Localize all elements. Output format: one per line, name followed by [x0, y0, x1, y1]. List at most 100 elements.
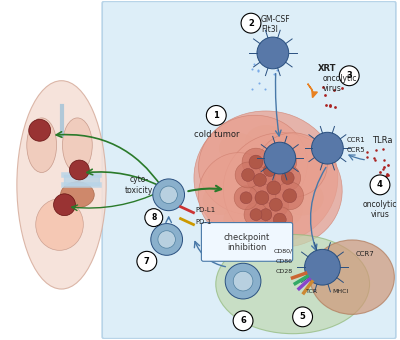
Circle shape	[312, 132, 343, 164]
Text: CD86: CD86	[276, 259, 293, 264]
Circle shape	[225, 263, 261, 299]
Circle shape	[242, 148, 270, 176]
Text: Flt3l: Flt3l	[261, 24, 278, 34]
Text: cyto-
toxicity: cyto- toxicity	[125, 175, 153, 194]
Text: TCR: TCR	[306, 289, 318, 293]
Circle shape	[240, 192, 252, 204]
Circle shape	[160, 186, 177, 204]
Circle shape	[276, 182, 304, 210]
Ellipse shape	[263, 192, 302, 227]
Text: CD28: CD28	[276, 269, 293, 274]
Circle shape	[293, 307, 312, 327]
Circle shape	[273, 213, 286, 226]
Text: oncolytic: oncolytic	[363, 200, 397, 209]
Ellipse shape	[62, 118, 92, 172]
Polygon shape	[308, 84, 317, 98]
Circle shape	[249, 155, 263, 169]
Circle shape	[281, 171, 294, 184]
Ellipse shape	[219, 133, 257, 163]
Ellipse shape	[287, 154, 324, 186]
Text: virus: virus	[322, 84, 341, 93]
Text: 5: 5	[300, 312, 306, 321]
Text: oncolytic: oncolytic	[322, 74, 357, 83]
Ellipse shape	[282, 181, 324, 215]
Text: PD-1: PD-1	[196, 219, 212, 225]
Ellipse shape	[208, 158, 248, 192]
Ellipse shape	[245, 125, 287, 159]
Circle shape	[339, 66, 359, 86]
Circle shape	[234, 186, 258, 210]
Text: checkpoint
inhibition: checkpoint inhibition	[224, 233, 270, 252]
Circle shape	[260, 209, 272, 221]
Circle shape	[206, 105, 226, 125]
Circle shape	[267, 181, 281, 195]
Ellipse shape	[17, 81, 106, 289]
Circle shape	[283, 189, 297, 203]
Circle shape	[233, 311, 253, 331]
Text: CCR1: CCR1	[346, 137, 365, 143]
Ellipse shape	[194, 111, 338, 245]
Text: 3: 3	[346, 71, 352, 80]
Circle shape	[257, 37, 289, 69]
FancyBboxPatch shape	[201, 223, 293, 261]
Circle shape	[247, 167, 273, 193]
Text: virus: virus	[370, 210, 390, 219]
Text: cold tumor: cold tumor	[194, 130, 239, 139]
Circle shape	[275, 165, 301, 191]
Circle shape	[248, 184, 276, 212]
Text: 1: 1	[213, 111, 219, 120]
Ellipse shape	[198, 153, 278, 237]
Circle shape	[263, 192, 289, 218]
Ellipse shape	[274, 132, 312, 164]
Text: CCR7: CCR7	[355, 251, 374, 257]
Ellipse shape	[27, 118, 56, 172]
Circle shape	[29, 119, 50, 141]
Text: 8: 8	[151, 213, 156, 222]
Circle shape	[250, 209, 262, 221]
Ellipse shape	[310, 240, 394, 314]
Text: TLRa: TLRa	[372, 136, 392, 145]
Text: 2: 2	[248, 19, 254, 28]
Circle shape	[137, 251, 157, 271]
Text: CCR5: CCR5	[346, 147, 365, 153]
Circle shape	[370, 175, 390, 195]
Circle shape	[254, 203, 278, 226]
Circle shape	[233, 271, 253, 291]
Ellipse shape	[216, 235, 370, 334]
Circle shape	[70, 160, 89, 180]
Ellipse shape	[224, 201, 268, 238]
Circle shape	[267, 207, 293, 233]
Text: XRT: XRT	[318, 64, 336, 73]
Text: CD80/: CD80/	[274, 249, 293, 254]
Circle shape	[145, 209, 163, 226]
Circle shape	[254, 173, 266, 186]
Text: 4: 4	[377, 181, 383, 189]
Circle shape	[158, 231, 176, 248]
Ellipse shape	[60, 182, 94, 208]
Circle shape	[244, 203, 268, 226]
Circle shape	[264, 164, 276, 176]
Circle shape	[276, 155, 290, 169]
Circle shape	[257, 157, 283, 183]
Ellipse shape	[36, 199, 83, 250]
Circle shape	[269, 148, 297, 176]
Circle shape	[242, 169, 254, 182]
Text: 7: 7	[144, 257, 150, 266]
Circle shape	[304, 249, 340, 285]
Text: MHCI: MHCI	[332, 289, 349, 293]
Circle shape	[255, 191, 269, 205]
Circle shape	[269, 198, 282, 211]
Circle shape	[235, 162, 261, 188]
Ellipse shape	[258, 133, 327, 197]
Circle shape	[54, 194, 75, 216]
Text: GM-CSF: GM-CSF	[261, 15, 290, 24]
Text: 6: 6	[240, 316, 246, 325]
Circle shape	[241, 13, 261, 33]
Text: PD-L1: PD-L1	[196, 207, 216, 213]
Circle shape	[151, 224, 182, 255]
Ellipse shape	[203, 185, 238, 215]
FancyBboxPatch shape	[102, 1, 396, 339]
Circle shape	[260, 174, 288, 202]
Circle shape	[153, 179, 184, 211]
Ellipse shape	[198, 115, 308, 215]
